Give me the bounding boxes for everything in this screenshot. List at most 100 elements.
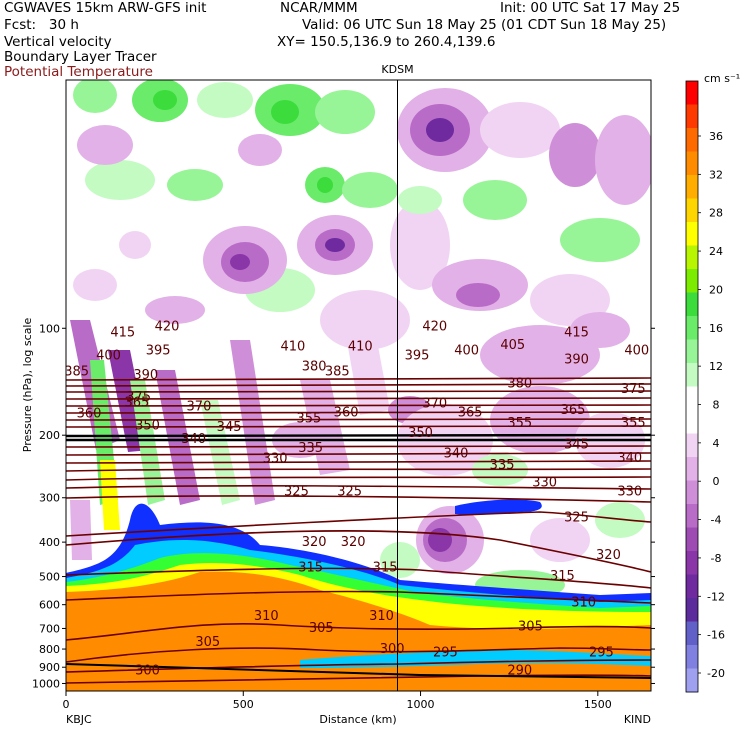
colorbar-tick-label: 8 (713, 399, 720, 412)
y-tick-label: 400 (39, 536, 60, 549)
w-down-blob (549, 123, 601, 187)
tracer-blue-patch (455, 499, 542, 515)
theta-contour-line (66, 674, 651, 684)
theta-contour-label: 350 (135, 418, 160, 433)
theta-contour-line (66, 495, 651, 503)
theta-contour-label: 295 (433, 646, 458, 661)
plot-frame (65, 79, 652, 692)
x-tick-label: 500 (233, 698, 254, 711)
x-left-endpoint: KBJC (66, 713, 92, 726)
theta-contour-label: 420 (155, 319, 180, 334)
w-down-streak (70, 500, 92, 560)
w-down-streak (230, 340, 275, 505)
theta-contour-label: 335 (298, 441, 323, 456)
colorbar-swatch (686, 175, 698, 199)
theta-contour-label: 370 (422, 397, 447, 412)
field-vertical-velocity: Vertical velocity (4, 34, 112, 50)
x-tick-label: 1500 (584, 698, 612, 711)
w-up-streak (130, 380, 165, 505)
theta-contour-line (66, 590, 651, 604)
theta-contour-label: 350 (408, 426, 433, 441)
w-up-blob (398, 186, 442, 214)
w-up-blob (342, 172, 398, 208)
theta-contour-label: 400 (454, 343, 479, 358)
colorbar-tick-label: 0 (713, 475, 720, 488)
x-right-endpoint: KIND (624, 713, 651, 726)
w-down-streak (155, 370, 200, 505)
y-tick-label: 600 (39, 599, 60, 612)
colorbar-swatch (686, 645, 698, 669)
theta-contour-label: 290 (507, 663, 532, 678)
theta-contour-label: 325 (337, 485, 362, 500)
theta-contour-label: 370 (187, 399, 212, 414)
colorbar-tick-label: 24 (709, 245, 723, 258)
theta-contour-label: 365 (561, 403, 586, 418)
x-tick-label: 1000 (407, 698, 435, 711)
colorbar-swatch (686, 598, 698, 622)
colorbar-tick-label: -20 (707, 667, 725, 680)
theta-contour-label: 325 (564, 510, 589, 525)
colorbar-tick-label: 20 (709, 283, 723, 296)
w-down-blob (320, 290, 410, 350)
colorbar-tick-label: 12 (709, 360, 723, 373)
colorbar-swatch (686, 81, 698, 105)
theta-contour-label: 330 (617, 485, 642, 500)
w-down-streak (300, 380, 350, 475)
theta-contour-label: 300 (135, 663, 160, 678)
theta-contour-label: 320 (341, 535, 366, 550)
theta-contour-label: 325 (284, 485, 309, 500)
tropopause-line (66, 433, 651, 438)
theta-contour-label: 340 (444, 446, 469, 461)
w-up-blob (315, 90, 375, 134)
theta-contour-label: 315 (550, 569, 575, 584)
w-up-blob (197, 82, 253, 118)
w-up-blob (560, 218, 640, 262)
theta-contour-label: 340 (181, 432, 206, 447)
colorbar-swatch (686, 128, 698, 152)
theta-contour-label: 340 (617, 451, 642, 466)
theta-contour-label: 355 (296, 412, 321, 427)
theta-contour-label: 310 (254, 609, 279, 624)
theta-contour-label: 355 (621, 416, 646, 431)
w-down-streak (345, 330, 390, 415)
theta-contour-label: 390 (564, 352, 589, 367)
theta-contour-line (66, 476, 651, 481)
w-down-blob (530, 274, 610, 326)
w-up-blob (167, 169, 223, 201)
colorbar-swatch (686, 668, 698, 693)
theta-contour-label: 305 (518, 619, 543, 634)
y-axis-title: Pressure (hPa), log scale (21, 318, 34, 453)
kdsm-marker-label: KDSM (381, 63, 413, 76)
w-down-blob (428, 528, 452, 552)
colorbar-swatch (686, 104, 698, 129)
colorbar-swatch (686, 527, 698, 552)
theta-contour-label: 295 (589, 646, 614, 661)
colorbar-swatch (686, 292, 698, 317)
colorbar-tick-label: 28 (709, 207, 723, 220)
theta-contour-labels: 415 420 400 395 385 390 375 360 365 350 370 340 345 3… (64, 319, 649, 678)
w-up-blob (73, 80, 117, 113)
theta-contour-label: 360 (334, 406, 359, 421)
w-down-blob (77, 125, 133, 165)
colorbar-tick-label: 16 (709, 322, 723, 335)
w-down-blob (230, 254, 250, 270)
w-up-blob (463, 180, 527, 220)
theta-contour-label: 390 (133, 368, 158, 383)
theta-contour-label: 395 (405, 349, 430, 364)
colorbar-tick-label: 36 (709, 130, 723, 143)
theta-contour-label: 380 (507, 377, 532, 392)
x-axis: 0 500 1000 1500 (63, 691, 612, 711)
colorbar-tick-label: 4 (713, 437, 720, 450)
w-down-blob (480, 102, 560, 158)
theta-contour-label: 320 (302, 535, 327, 550)
theta-contour-label: 405 (500, 338, 525, 353)
y-tick-label: 200 (39, 429, 60, 442)
theta-contour-line (66, 418, 651, 421)
colorbar-swatch (686, 386, 698, 411)
theta-contour-label: 385 (64, 364, 89, 379)
y-tick-label: 900 (39, 661, 60, 674)
colorbar-units: cm s⁻¹ (704, 72, 740, 85)
colorbar-swatch (686, 222, 698, 246)
terrain-line (66, 663, 651, 679)
colorbar-swatch (686, 339, 698, 364)
